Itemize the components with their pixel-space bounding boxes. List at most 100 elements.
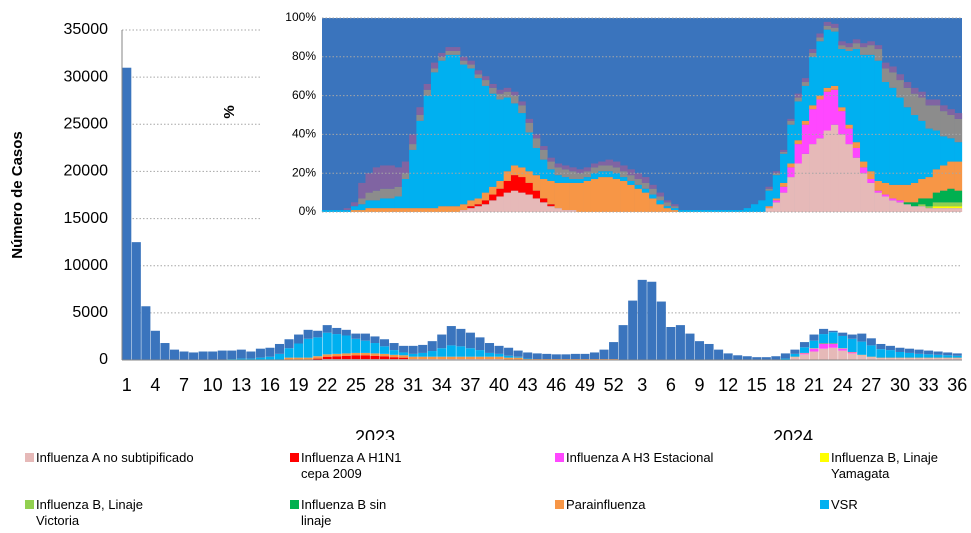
bar-segment	[322, 356, 332, 360]
bar-segment	[857, 341, 867, 355]
bar-segment	[641, 192, 650, 212]
bar-segment	[947, 188, 955, 203]
bar-segment	[532, 134, 541, 139]
bar-segment	[131, 242, 141, 360]
bar-segment	[409, 144, 417, 150]
bar-segment	[343, 210, 352, 212]
bar-segment	[481, 85, 490, 193]
bar-segment	[409, 208, 417, 212]
bar-segment	[874, 180, 883, 191]
bar-segment	[484, 352, 495, 357]
bar-segment	[874, 45, 883, 50]
bar-segment	[801, 78, 810, 83]
bar-segment	[504, 357, 514, 360]
bar-segment	[525, 171, 534, 183]
bar-segment	[823, 29, 832, 88]
bar-segment	[236, 358, 246, 360]
x-tick-label: 6	[666, 375, 676, 395]
bar-segment	[918, 91, 926, 98]
bar-segment	[389, 354, 399, 358]
bar-segment	[933, 358, 943, 360]
bar-segment	[465, 332, 475, 349]
bar-segment	[518, 192, 526, 212]
bar-segment	[481, 192, 490, 201]
bar-segment	[925, 105, 934, 129]
bar-segment	[484, 356, 495, 360]
bar-segment	[620, 165, 628, 172]
y-tick-label: 10000	[64, 257, 109, 274]
bar-segment	[809, 340, 819, 349]
bar-segment	[561, 165, 570, 170]
bar-segment	[809, 351, 819, 360]
bar-segment	[663, 200, 672, 203]
bar-segment	[816, 138, 824, 212]
bar-segment	[360, 340, 370, 353]
bar-segment	[475, 356, 485, 360]
bar-segment	[518, 105, 526, 114]
bar-segment	[547, 157, 555, 162]
bar-segment	[752, 357, 762, 360]
bar-segment	[830, 85, 839, 90]
bar-segment	[925, 206, 934, 209]
x-tick-label: 19	[289, 375, 309, 395]
bar-segment	[910, 202, 919, 207]
bar-segment	[554, 163, 563, 168]
y-tick-label: 25000	[64, 116, 109, 133]
bar-segment	[274, 353, 285, 360]
bar-segment	[932, 99, 941, 106]
bar-segment	[452, 206, 461, 212]
bar-segment	[489, 87, 497, 94]
bar-segment	[351, 338, 361, 353]
bar-segment	[823, 87, 832, 92]
y-axis-title: %	[221, 105, 238, 118]
bar-segment	[446, 356, 456, 360]
bar-segment	[150, 330, 160, 360]
bar-segment	[437, 356, 447, 360]
bar-segment	[933, 354, 943, 358]
bar-segment	[246, 358, 256, 360]
bar-segment	[721, 210, 730, 212]
bar-segment	[598, 165, 606, 172]
bar-segment	[790, 349, 800, 354]
bar-segment	[401, 173, 410, 180]
bar-segment	[518, 167, 526, 178]
bar-segment	[525, 132, 534, 172]
bar-segment	[801, 124, 810, 154]
bar-segment	[389, 343, 399, 351]
bar-segment	[787, 124, 795, 164]
bar-segment	[765, 186, 774, 189]
bar-segment	[423, 208, 432, 212]
bar-segment	[823, 91, 832, 131]
bar-segment	[663, 202, 672, 207]
legend-label: Influenza A no subtipificado	[36, 450, 194, 465]
bar-segment	[876, 349, 886, 358]
bar-segment	[569, 171, 577, 180]
x-tick-label: 30	[890, 375, 910, 395]
bar-segment	[860, 167, 868, 174]
bar-segment	[321, 210, 330, 212]
annotation: 2024	[773, 427, 813, 440]
bar-segment	[467, 200, 475, 207]
bar-segment	[656, 192, 664, 197]
x-tick-label: 7	[179, 375, 189, 395]
bar-segment	[620, 177, 628, 181]
bar-segment	[294, 343, 304, 358]
bar-segment	[845, 124, 854, 129]
bar-segment	[794, 97, 803, 102]
bar-segment	[845, 144, 854, 212]
bar-segment	[554, 167, 563, 176]
bar-segment	[576, 169, 584, 174]
bar-segment	[874, 192, 883, 212]
bar-segment	[265, 347, 275, 357]
bar-segment	[852, 43, 861, 50]
bar-segment	[427, 341, 437, 352]
bar-segment	[801, 153, 810, 212]
bar-segment	[294, 334, 304, 344]
bar-segment	[474, 78, 483, 199]
bar-segment	[838, 332, 848, 336]
bar-segment	[940, 208, 948, 212]
bar-segment	[954, 142, 963, 162]
bar-segment	[925, 208, 934, 212]
bar-segment	[896, 74, 904, 81]
bar-segment	[599, 349, 609, 360]
